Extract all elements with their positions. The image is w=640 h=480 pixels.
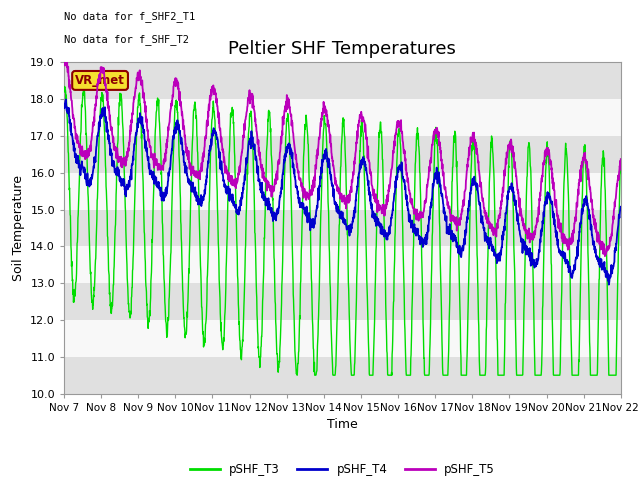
Y-axis label: Soil Temperature: Soil Temperature — [12, 175, 25, 281]
X-axis label: Time: Time — [327, 418, 358, 431]
Bar — [64, 173, 621, 210]
Bar — [64, 136, 621, 173]
Title: Peltier SHF Temperatures: Peltier SHF Temperatures — [228, 40, 456, 58]
Bar — [64, 283, 621, 320]
Text: VR_met: VR_met — [75, 74, 125, 87]
Text: No data for f_SHF_T2: No data for f_SHF_T2 — [64, 35, 189, 46]
Text: No data for f_SHF2_T1: No data for f_SHF2_T1 — [64, 12, 195, 22]
Bar — [64, 99, 621, 136]
Bar — [64, 210, 621, 246]
Bar — [64, 246, 621, 283]
Legend: pSHF_T3, pSHF_T4, pSHF_T5: pSHF_T3, pSHF_T4, pSHF_T5 — [186, 458, 499, 480]
Bar — [64, 320, 621, 357]
Bar — [64, 357, 621, 394]
Bar — [64, 62, 621, 99]
